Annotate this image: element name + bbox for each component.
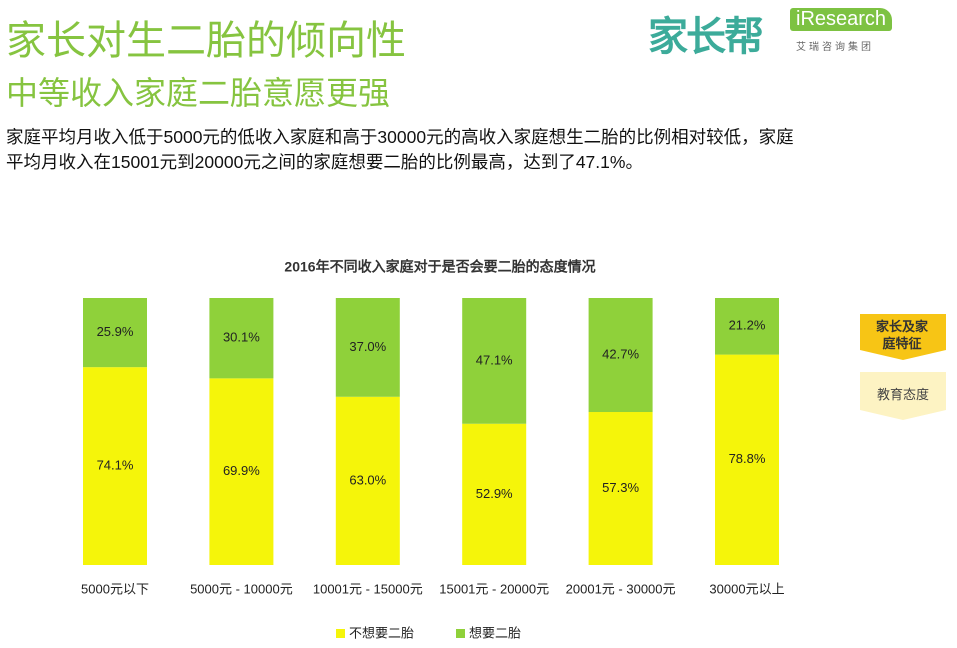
value-label: 74.1% — [97, 458, 134, 473]
value-label: 25.9% — [97, 324, 134, 339]
subtitle: 中等收入家庭二胎意愿更强 — [6, 75, 391, 111]
value-label: 37.0% — [349, 339, 386, 354]
chart-title: 2016年不同收入家庭对于是否会要二胎的态度情况 — [284, 259, 595, 275]
x-tick-label: 5000元以下 — [81, 581, 149, 596]
description-line: 平均月收入在15001元到20000元之间的家庭想要二胎的比例最高，达到了47.… — [6, 152, 643, 172]
tag: 教育态度 — [876, 387, 929, 402]
tag: 家长及家庭特征 — [875, 319, 928, 351]
research-sub: 艾瑞咨询集团 — [796, 42, 874, 53]
bar-segment — [335, 396, 400, 565]
value-label: 52.9% — [476, 486, 513, 501]
title: 家长对生二胎的倾向性 — [6, 19, 406, 63]
value-label: 30.1% — [223, 330, 260, 345]
description-line: 家庭平均月收入低于5000元的低收入家庭和高于30000元的高收入家庭想生二胎的… — [6, 127, 794, 147]
legend-label: 想要二胎 — [469, 625, 521, 640]
bar-segment — [588, 412, 653, 565]
bar-segment — [715, 354, 779, 565]
legend-swatch — [336, 629, 345, 638]
legend-label: 不想要二胎 — [349, 625, 414, 640]
brand-logo: 家长帮 — [648, 15, 764, 59]
bar-segment — [715, 298, 779, 355]
x-tick-label: 10001元 - 15000元 — [313, 581, 423, 596]
bar-segment — [588, 298, 653, 413]
x-tick-label: 15001元 - 20000元 — [439, 581, 549, 596]
bar-segment — [83, 298, 147, 368]
research-logo: iResearch — [790, 8, 893, 31]
x-tick-label: 30000元以上 — [709, 581, 784, 596]
tag-shape — [860, 372, 946, 420]
bar-segment — [462, 298, 527, 424]
bar-segment — [209, 378, 274, 565]
x-tick-label: 5000元 - 10000元 — [190, 581, 293, 596]
legend-swatch — [456, 629, 465, 638]
bar-segment — [83, 367, 147, 565]
value-label: 69.9% — [223, 463, 260, 478]
value-label: 42.7% — [602, 346, 639, 361]
x-tick-label: 20001元 - 30000元 — [566, 581, 676, 596]
value-label: 47.1% — [476, 352, 513, 367]
value-label: 78.8% — [729, 451, 766, 466]
bar-segment — [462, 423, 527, 565]
value-label: 63.0% — [349, 472, 386, 487]
bar-segment — [335, 298, 400, 397]
bar-segment — [209, 298, 274, 379]
value-label: 57.3% — [602, 480, 639, 495]
value-label: 21.2% — [729, 318, 766, 333]
tag-shape — [860, 314, 946, 360]
